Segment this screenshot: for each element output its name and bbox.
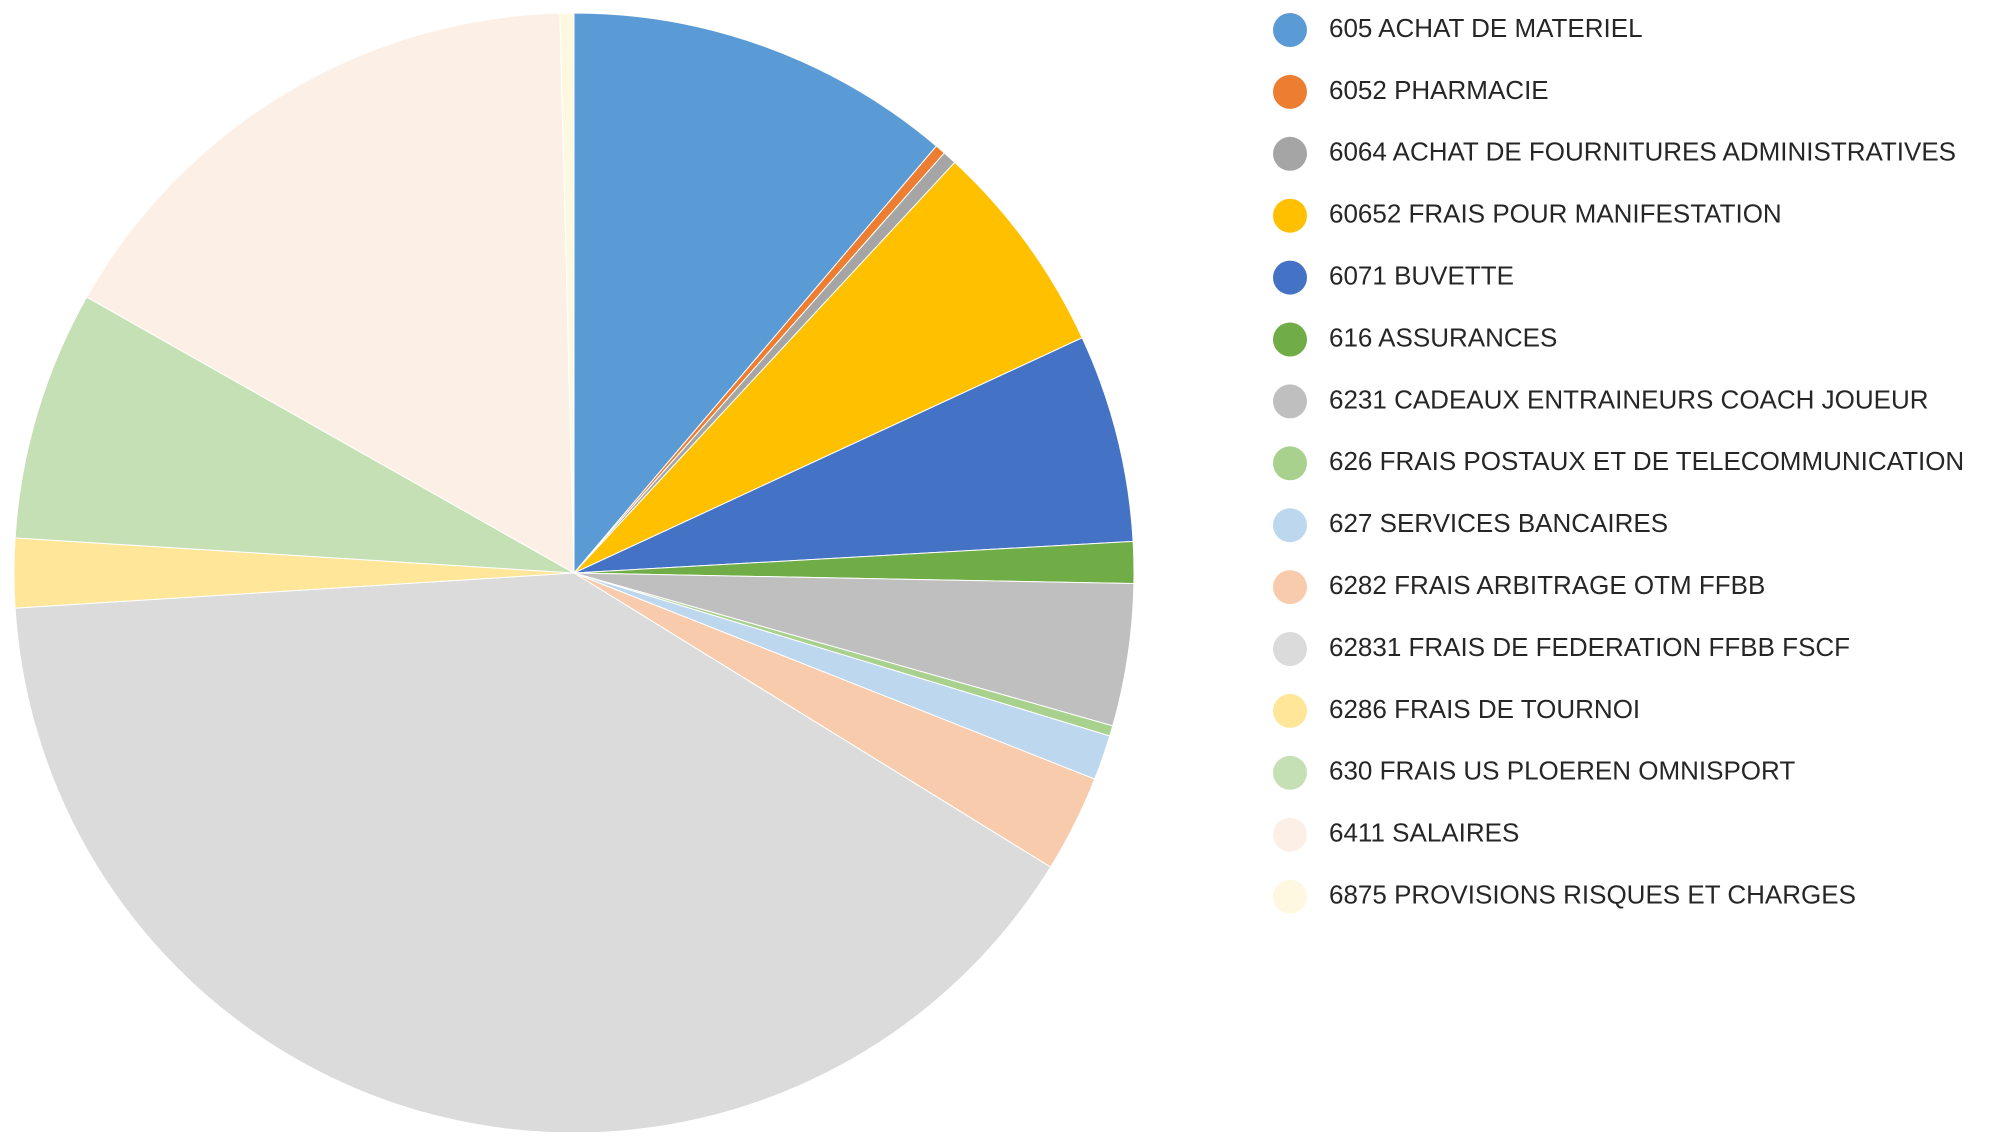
- legend-swatch: [1273, 508, 1307, 543]
- legend-swatch: [1273, 260, 1307, 295]
- legend-label: 6286 FRAIS DE TOURNOI: [1329, 694, 1640, 724]
- legend-swatch: [1273, 693, 1307, 728]
- legend-label: 62831 FRAIS DE FEDERATION FFBB FSCF: [1329, 632, 1850, 662]
- legend-swatch: [1273, 446, 1307, 481]
- pie-slice: [559, 12, 575, 574]
- pie-slice: [573, 337, 1134, 574]
- pie-slice: [14, 296, 575, 574]
- legend-swatch: [1273, 198, 1307, 233]
- legend-swatch: [1273, 755, 1307, 790]
- legend-swatch: [1273, 13, 1307, 47]
- legend-label: 616 ASSURANCES: [1329, 322, 1557, 352]
- legend-label: 626 FRAIS POSTAUX ET DE TELECOMMUNICATIO…: [1329, 446, 1964, 476]
- pie-slice: [573, 12, 938, 575]
- legend-label: 627 SERVICES BANCAIRES: [1329, 508, 1668, 538]
- legend-label: 6411 SALAIRES: [1329, 818, 1519, 848]
- legend-swatch: [1273, 570, 1307, 605]
- legend-label: 6231 CADEAUX ENTRAINEURS COACH JOUEUR: [1329, 384, 1929, 414]
- legend-label: 6052 PHARMACIE: [1329, 75, 1549, 105]
- legend-label: 6064 ACHAT DE FOURNITURES ADMINISTRATIVE…: [1329, 137, 1956, 167]
- legend-label: 6071 BUVETTE: [1329, 260, 1514, 290]
- legend-swatch: [1273, 74, 1307, 109]
- legend-swatch: [1273, 136, 1307, 171]
- legend-label: 630 FRAIS US PLOEREN OMNISPORT: [1329, 756, 1795, 786]
- pie-slice: [14, 572, 1052, 1134]
- legend-swatch: [1273, 632, 1307, 666]
- legend-swatch: [1273, 384, 1307, 419]
- legend-swatch: [1273, 322, 1307, 357]
- legend-label: 6282 FRAIS ARBITRAGE OTM FFBB: [1329, 570, 1765, 600]
- pie-slice: [573, 161, 1083, 574]
- legend-label: 605 ACHAT DE MATERIEL: [1329, 13, 1643, 43]
- legend-swatch: [1273, 817, 1307, 852]
- pie-slice: [86, 12, 575, 574]
- legend-label: 60652 FRAIS POUR MANIFESTATION: [1329, 199, 1782, 229]
- legend-swatch: [1273, 879, 1307, 914]
- legend-label: 6875 PROVISIONS RISQUES ET CHARGES: [1329, 879, 1856, 909]
